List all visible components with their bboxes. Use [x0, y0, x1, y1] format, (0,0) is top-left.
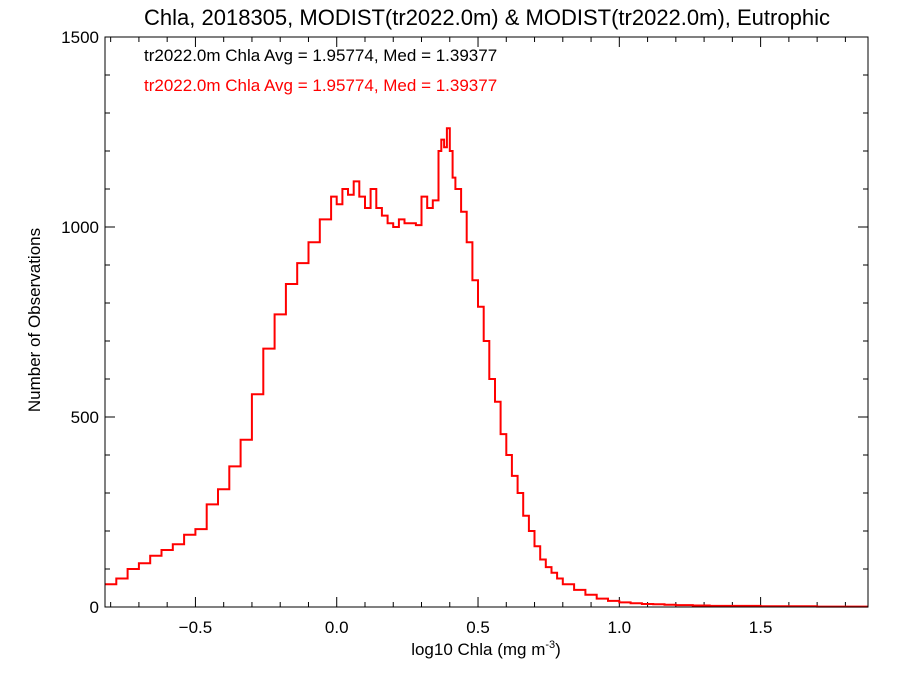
- histogram-series-line: [105, 127, 868, 608]
- y-axis-label: Number of Observations: [25, 228, 44, 412]
- y-tick-label: 0: [90, 598, 99, 617]
- chart-title: Chla, 2018305, MODIST(tr2022.0m) & MODIS…: [144, 5, 830, 30]
- x-axis-label-close: ): [555, 640, 561, 659]
- x-tick-label: 1.5: [749, 618, 773, 637]
- x-tick-label: 0.0: [325, 618, 349, 637]
- x-axis-label-superscript: -3: [545, 639, 555, 651]
- y-tick-label: 500: [71, 408, 99, 427]
- y-tick-label: 1500: [61, 28, 99, 47]
- x-tick-label: −0.5: [179, 618, 213, 637]
- y-axis-ticks: 0 500 1000 1500: [61, 28, 868, 617]
- x-tick-label: 1.0: [607, 618, 631, 637]
- y-tick-label: 1000: [61, 218, 99, 237]
- x-axis-label-main: log10 Chla (mg m: [411, 640, 545, 659]
- x-axis-label: log10 Chla (mg m-3): [411, 639, 561, 659]
- x-tick-label: 0.5: [466, 618, 490, 637]
- annotation-black: tr2022.0m Chla Avg = 1.95774, Med = 1.39…: [144, 46, 497, 65]
- plot-area-frame: [104, 36, 869, 608]
- annotation-red: tr2022.0m Chla Avg = 1.95774, Med = 1.39…: [144, 76, 497, 95]
- x-axis-ticks: −0.5 0.0 0.5 1.0 1.5: [110, 37, 846, 637]
